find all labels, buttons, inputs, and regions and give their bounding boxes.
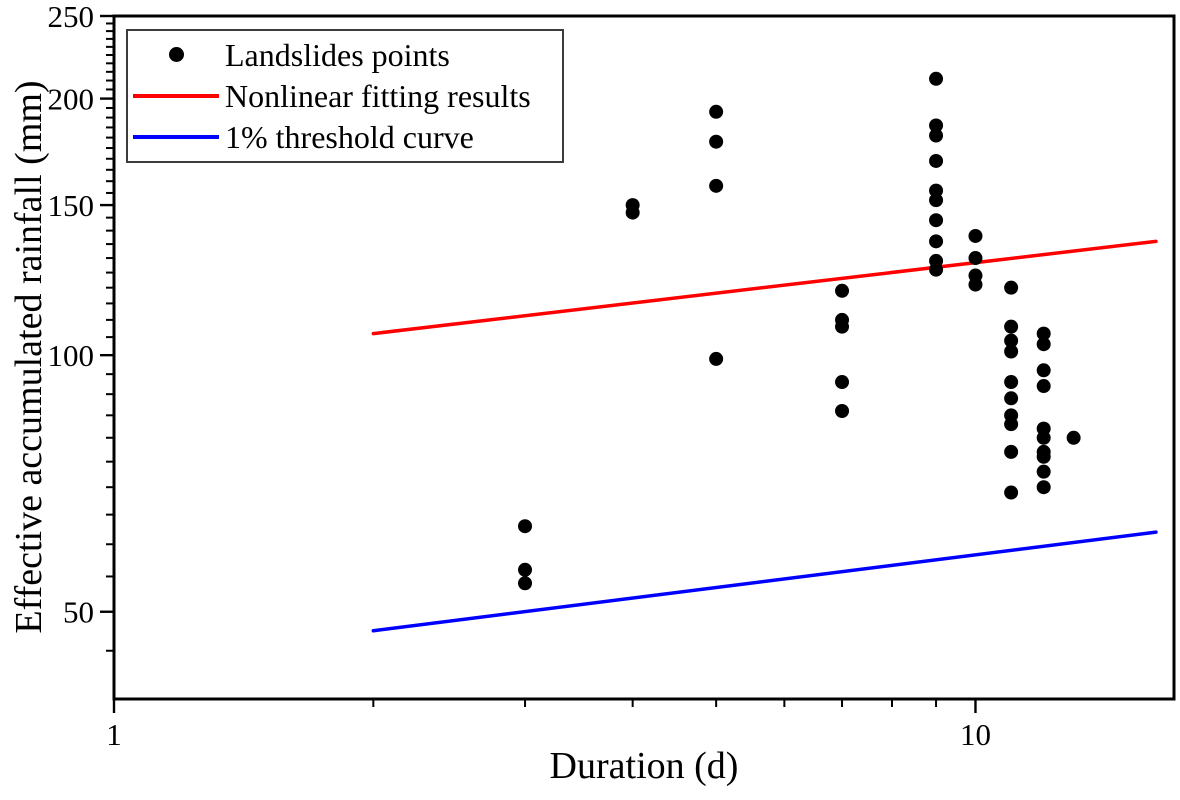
scatter-point bbox=[929, 153, 944, 168]
scatter-point bbox=[835, 319, 850, 334]
scatter-point bbox=[518, 519, 533, 534]
legend-item-threshold-curve: 1% threshold curve bbox=[128, 117, 562, 157]
scatter-point bbox=[1036, 464, 1051, 479]
scatter-point bbox=[1004, 444, 1019, 459]
legend: Landslides points Nonlinear fitting resu… bbox=[126, 29, 564, 163]
scatter-point bbox=[1066, 430, 1081, 445]
scatter-point bbox=[968, 251, 983, 266]
nonlinear-fit-line bbox=[371, 239, 1158, 336]
legend-label: Nonlinear fitting results bbox=[225, 77, 531, 114]
scatter-point bbox=[929, 262, 944, 277]
scatter-point bbox=[1036, 379, 1051, 394]
scatter-point bbox=[1036, 326, 1051, 341]
scatter-point bbox=[1004, 485, 1019, 500]
scatter-point bbox=[518, 576, 533, 591]
scatter-point bbox=[929, 183, 944, 198]
scatter-point bbox=[835, 404, 850, 419]
scatter-point bbox=[1036, 337, 1051, 352]
scatter-point bbox=[929, 234, 944, 249]
legend-label: Landslides points bbox=[225, 36, 450, 73]
x-tick-label: 1 bbox=[106, 717, 122, 752]
scatter-point bbox=[1036, 430, 1051, 445]
scatter-point bbox=[1004, 417, 1019, 432]
scatter-point bbox=[929, 71, 944, 86]
scatter-point bbox=[709, 178, 724, 193]
scatter-point bbox=[625, 205, 640, 220]
scatter-point bbox=[1036, 480, 1051, 495]
y-tick-label: 150 bbox=[48, 188, 95, 223]
x-axis-title: Duration (d) bbox=[549, 745, 739, 787]
x-tick-label: 10 bbox=[960, 717, 991, 752]
scatter-point bbox=[1036, 363, 1051, 378]
scatter-point bbox=[929, 118, 944, 133]
y-tick-label: 100 bbox=[48, 338, 95, 373]
scatter-point bbox=[835, 375, 850, 390]
scatter-point bbox=[968, 228, 983, 243]
scatter-point bbox=[835, 283, 850, 298]
y-tick-label: 250 bbox=[48, 0, 95, 34]
scatter-point bbox=[968, 277, 983, 292]
scatter-point bbox=[709, 134, 724, 149]
scatter-point bbox=[709, 351, 724, 366]
scatter-point bbox=[1004, 333, 1019, 348]
scatter-point bbox=[929, 213, 944, 228]
scatter-point bbox=[1004, 319, 1019, 334]
legend-item-nonlinear-fitting: Nonlinear fitting results bbox=[128, 76, 562, 116]
y-tick-label: 200 bbox=[48, 82, 95, 117]
scatter-point bbox=[1036, 449, 1051, 464]
red-line-icon bbox=[133, 93, 219, 98]
plot-frame bbox=[112, 14, 1176, 701]
scatter-point bbox=[929, 193, 944, 208]
scatter-point bbox=[1004, 391, 1019, 406]
scatter-point bbox=[1004, 375, 1019, 390]
scatter-point bbox=[929, 128, 944, 143]
scatter-marker-icon bbox=[168, 47, 184, 63]
threshold-curve-line bbox=[371, 530, 1158, 633]
legend-item-landslides-points: Landslides points bbox=[128, 35, 562, 75]
scatter-point bbox=[709, 104, 724, 119]
scatter-point bbox=[1004, 280, 1019, 295]
legend-label: 1% threshold curve bbox=[225, 119, 474, 156]
y-tick-label: 50 bbox=[63, 595, 94, 630]
scatter-point bbox=[518, 562, 533, 577]
scatter-point bbox=[1004, 344, 1019, 359]
y-axis-title: Effective accumulated rainfall (mm) bbox=[8, 80, 51, 634]
blue-line-icon bbox=[133, 135, 219, 140]
